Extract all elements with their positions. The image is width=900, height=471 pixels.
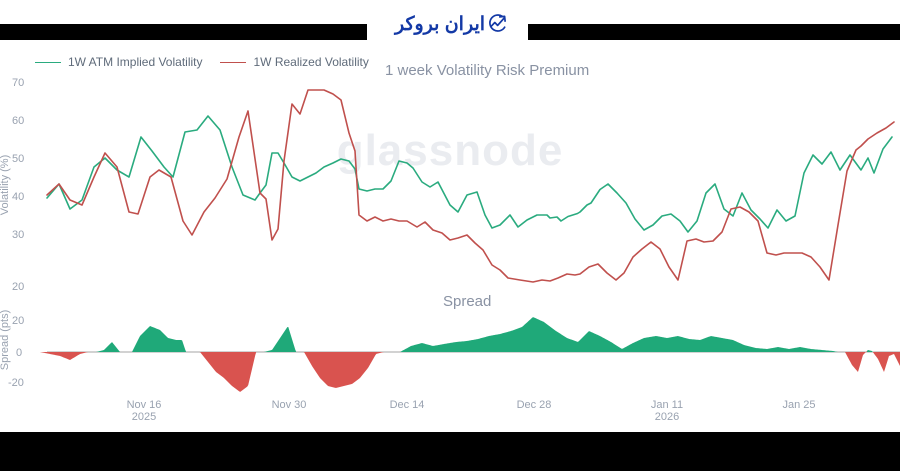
svg-text:20: 20 xyxy=(12,315,24,327)
svg-text:Jan 25: Jan 25 xyxy=(782,399,815,411)
svg-text:Dec 28: Dec 28 xyxy=(517,399,552,411)
svg-text:-20: -20 xyxy=(8,377,24,389)
svg-text:Nov 16: Nov 16 xyxy=(127,399,162,411)
svg-text:2026: 2026 xyxy=(655,411,679,423)
svg-text:0: 0 xyxy=(16,347,22,359)
svg-text:2025: 2025 xyxy=(132,411,156,423)
svg-text:Dec 14: Dec 14 xyxy=(390,399,425,411)
svg-text:Jan 11: Jan 11 xyxy=(651,399,683,411)
svg-text:Spread (pts): Spread (pts) xyxy=(0,310,11,371)
svg-text:20: 20 xyxy=(12,281,24,293)
svg-text:Nov 30: Nov 30 xyxy=(272,399,307,411)
